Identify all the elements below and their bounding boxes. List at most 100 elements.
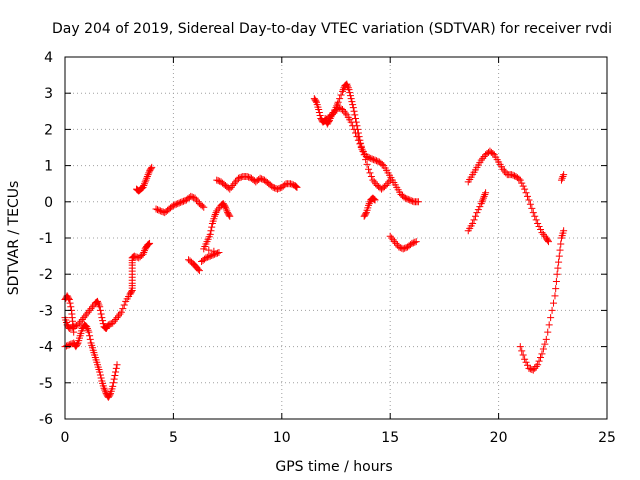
x-axis-label: GPS time / hours (275, 459, 392, 475)
data-point-arc-j (339, 105, 347, 113)
data-point-arc-i (237, 173, 245, 181)
data-point-arc-j (312, 97, 320, 105)
data-point-arc-b (97, 310, 105, 318)
data-point-arc-i (236, 174, 244, 182)
data-point-arc-i (281, 181, 289, 189)
data-point-arc-o (477, 156, 485, 164)
data-point-arc-p (555, 258, 563, 266)
data-point-arc-j (315, 105, 323, 113)
data-point-arc-n (481, 191, 489, 199)
data-point-arc-p (529, 366, 537, 374)
data-point-arc-j (366, 169, 374, 177)
x-tick-label: 25 (598, 430, 616, 446)
data-point-arc-m (389, 236, 397, 244)
data-point-arc-h (212, 209, 220, 217)
data-point-arc-h (214, 205, 222, 213)
data-point-arc-h (202, 254, 210, 262)
data-point-arc-p (550, 299, 558, 307)
data-point-arc-k (353, 122, 361, 130)
data-point-arc-e (145, 169, 153, 177)
y-tick-label: 3 (44, 86, 53, 102)
data-point-arc-p (545, 321, 553, 329)
data-point-arc-k (357, 142, 365, 150)
data-point-arc-i (213, 176, 221, 184)
data-point-arc-e (147, 165, 155, 173)
data-point-arc-h (203, 253, 211, 261)
data-point-arc-h (223, 207, 231, 215)
data-point-arc-b (99, 320, 107, 328)
data-point-arc-f (175, 199, 183, 207)
data-point-arc-n (474, 206, 482, 214)
data-point-arc-j (340, 107, 348, 115)
data-point-arc-h (210, 247, 218, 255)
data-point-arc-c (65, 341, 73, 349)
data-point-arc-k (333, 102, 341, 110)
data-point-arc-d (114, 312, 122, 320)
data-point-arc-b (68, 323, 76, 331)
data-point-arc-g (195, 267, 203, 275)
data-point-arc-h (222, 205, 230, 213)
data-point-arc-b (95, 301, 103, 309)
data-point-arc-c (111, 372, 119, 380)
data-point-arc-j (382, 182, 390, 190)
data-point-arc-c (83, 323, 91, 331)
data-point-arc-h (213, 249, 221, 257)
data-point-arc-o (528, 204, 536, 212)
data-point-arc-o (519, 182, 527, 190)
data-point-arc-k (352, 118, 360, 126)
data-point-arc-m (392, 239, 400, 247)
data-point-arc-b (78, 315, 86, 323)
y-tick-label: 2 (44, 122, 53, 138)
y-tick-label: -4 (39, 340, 53, 356)
data-point-arc-c (85, 328, 93, 336)
data-point-arc-a (66, 299, 74, 307)
data-point-arc-n (477, 200, 485, 208)
data-point-arc-h (215, 248, 223, 256)
data-point-arc-n (480, 192, 488, 200)
y-tick-label: -2 (39, 267, 53, 283)
data-point-arc-q (558, 174, 566, 182)
data-point-arc-k (333, 100, 341, 108)
data-point-arc-f (187, 192, 195, 200)
data-point-arc-o (515, 175, 523, 183)
data-point-arc-j (341, 109, 349, 117)
data-point-arc-k (351, 111, 359, 119)
data-point-arc-k (357, 139, 365, 147)
data-point-arc-o (531, 212, 539, 220)
data-point-arc-b (67, 324, 75, 332)
data-point-arc-c (106, 391, 114, 399)
data-point-arc-m (401, 244, 409, 252)
data-point-arc-i (293, 183, 301, 191)
data-point-arc-k (409, 197, 417, 205)
data-point-arc-d (127, 288, 135, 296)
data-point-arc-h (226, 212, 234, 220)
data-point-arc-h (209, 251, 217, 259)
data-point-arc-h (211, 212, 219, 220)
data-point-arc-o (489, 150, 497, 158)
data-point-arc-h (211, 210, 219, 218)
data-point-arc-k (404, 195, 412, 203)
data-point-arc-k (337, 91, 345, 99)
data-point-arc-h (206, 252, 214, 260)
data-point-arc-d (116, 310, 124, 318)
data-point-arc-b (70, 323, 78, 331)
data-point-arc-i (224, 184, 232, 192)
data-point-arc-p (518, 347, 526, 355)
data-point-arc-i (214, 177, 222, 185)
data-point-arc-h (205, 246, 213, 254)
data-point-arc-e (140, 180, 148, 188)
data-point-arc-c (101, 388, 109, 396)
data-point-arc-p (537, 353, 545, 361)
data-point-arc-d (144, 241, 152, 249)
data-point-arc-p (560, 227, 568, 235)
data-point-arc-c (112, 368, 120, 376)
data-point-arc-p (557, 240, 565, 248)
data-point-arc-i (229, 182, 237, 190)
data-point-arc-o (508, 171, 516, 179)
data-point-arc-k (344, 84, 352, 92)
data-point-arc-o (518, 179, 526, 187)
data-point-arc-k (346, 92, 354, 100)
data-point-arc-k (350, 107, 358, 115)
data-point-arc-l (362, 210, 370, 218)
data-point-arc-k (371, 156, 379, 164)
